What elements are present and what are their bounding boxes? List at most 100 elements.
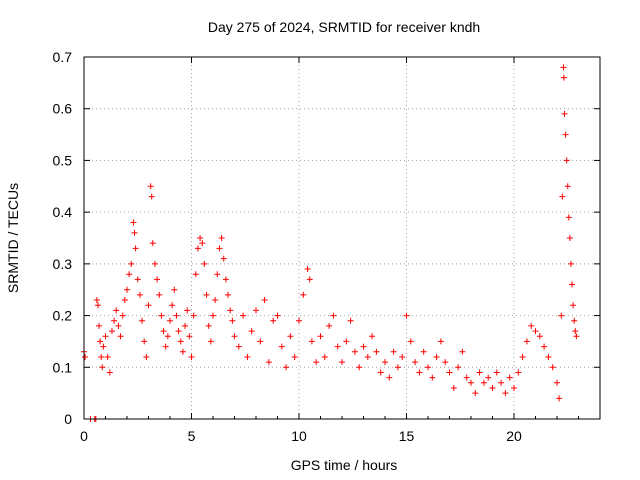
data-point — [560, 64, 567, 71]
data-point — [149, 240, 156, 247]
data-point — [283, 364, 290, 371]
data-point — [429, 374, 436, 381]
data-point — [296, 317, 302, 324]
data-point — [97, 338, 104, 345]
data-point — [562, 131, 569, 138]
data-point — [164, 333, 171, 340]
data-point — [556, 395, 563, 402]
data-point — [82, 353, 89, 360]
data-point — [573, 333, 580, 340]
data-point — [351, 348, 358, 355]
data-point — [437, 338, 444, 345]
data-point — [130, 219, 137, 226]
data-point — [210, 312, 216, 319]
data-point — [287, 333, 294, 340]
data-points — [81, 64, 580, 422]
data-point — [545, 353, 552, 360]
data-point — [326, 322, 333, 329]
data-point — [560, 74, 567, 81]
data-point — [321, 353, 328, 360]
data-point — [569, 281, 576, 288]
data-point — [102, 333, 109, 340]
data-point — [558, 312, 565, 319]
data-point — [463, 374, 470, 381]
data-point — [476, 369, 483, 376]
data-point — [564, 183, 571, 190]
data-point — [121, 297, 128, 304]
data-point — [207, 338, 214, 345]
data-point — [369, 333, 376, 340]
data-point — [399, 353, 406, 360]
data-point — [162, 343, 169, 350]
data-point — [119, 312, 126, 319]
data-point — [304, 266, 311, 273]
data-point — [386, 374, 393, 381]
data-point — [549, 364, 556, 371]
data-point — [377, 369, 384, 376]
data-point — [356, 364, 363, 371]
data-point — [261, 297, 268, 304]
data-point — [257, 338, 264, 345]
data-point — [330, 312, 337, 319]
data-point — [117, 333, 124, 340]
data-point — [225, 291, 232, 298]
data-point — [571, 317, 578, 324]
data-point — [115, 322, 122, 329]
data-point — [278, 343, 285, 350]
data-point — [212, 297, 219, 304]
data-point — [154, 276, 161, 283]
x-axis-label: GPS time / hours — [291, 457, 398, 473]
data-point — [111, 317, 118, 324]
data-point — [403, 312, 410, 319]
data-point — [442, 359, 449, 366]
data-point — [536, 333, 543, 340]
data-point — [528, 322, 535, 329]
data-point — [113, 307, 120, 314]
data-point — [300, 291, 307, 298]
data-point — [194, 245, 201, 252]
data-point — [220, 255, 227, 262]
y-tick-label: 0.6 — [53, 101, 73, 117]
data-point — [425, 364, 431, 371]
y-tick-label: 0.1 — [53, 359, 73, 375]
data-point — [334, 343, 341, 350]
data-point — [186, 333, 193, 340]
data-point — [360, 343, 367, 350]
data-point — [175, 328, 182, 335]
data-point — [173, 312, 180, 319]
data-point — [203, 291, 210, 298]
data-point — [489, 384, 496, 391]
data-point — [566, 235, 573, 241]
data-point — [446, 369, 453, 376]
data-point — [390, 348, 397, 355]
data-point — [240, 312, 247, 319]
data-point — [565, 214, 572, 221]
data-point — [151, 260, 158, 267]
data-point — [394, 364, 401, 371]
data-point — [485, 374, 492, 381]
data-point — [139, 317, 146, 324]
chart-title: Day 275 of 2024, SRMTID for receiver knd… — [208, 19, 480, 35]
data-point — [502, 390, 509, 397]
x-tick-label: 20 — [506, 428, 522, 444]
data-point — [218, 235, 225, 241]
data-point — [416, 369, 423, 376]
data-point — [364, 353, 371, 360]
data-point — [108, 328, 115, 335]
data-point — [343, 338, 350, 345]
data-point — [197, 235, 204, 241]
data-point — [156, 291, 163, 298]
data-point — [169, 302, 176, 309]
data-point — [94, 302, 101, 309]
data-point — [468, 379, 474, 386]
data-point — [244, 353, 251, 360]
grid-lines — [84, 57, 600, 419]
y-axis-label: SRMTID / TECUs — [5, 183, 21, 293]
data-point — [532, 328, 539, 335]
data-point — [313, 359, 320, 366]
data-point — [235, 343, 242, 350]
x-tick-label: 0 — [80, 428, 88, 444]
data-point — [515, 369, 522, 376]
data-point — [559, 193, 566, 200]
data-point — [132, 245, 139, 252]
